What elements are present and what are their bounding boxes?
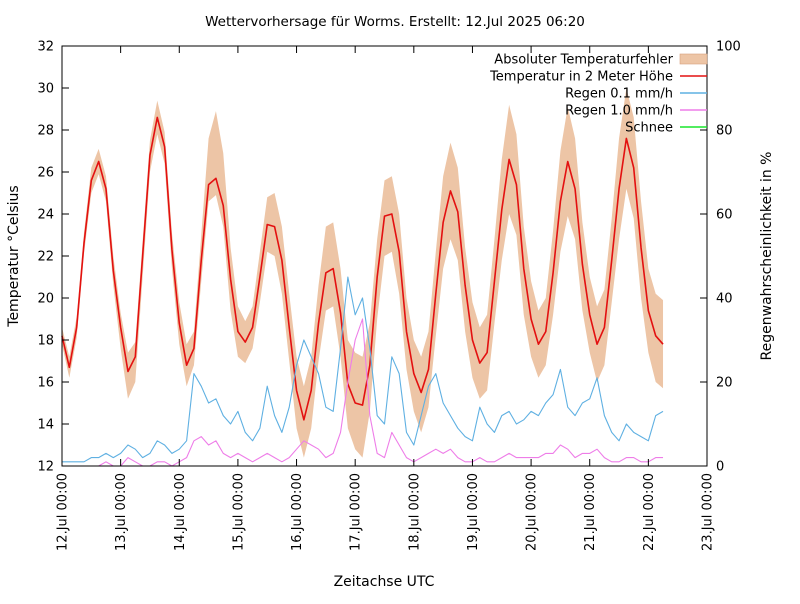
legend-label: Regen 0.1 mm/h xyxy=(565,87,673,102)
series-layer xyxy=(61,88,664,467)
legend-item-regen-1-0-mm-h: Regen 1.0 mm/h xyxy=(565,104,707,119)
y-right-tick-label: 100 xyxy=(716,40,741,55)
series-regen-1-0-mm-h xyxy=(62,318,664,467)
y-left-tick-label: 12 xyxy=(37,460,54,475)
x-tick-label: 15.Jul 00:00 xyxy=(231,473,246,551)
y-left-tick-label: 32 xyxy=(37,40,54,55)
x-tick-label: 12.Jul 00:00 xyxy=(56,473,71,551)
x-tick-label: 14.Jul 00:00 xyxy=(173,473,188,551)
x-axis-label: Zeitachse UTC xyxy=(334,574,435,590)
y-left-tick-label: 28 xyxy=(37,124,54,139)
series-temperatur-in-2-meter-h-he xyxy=(61,116,664,421)
x-tick-label: 17.Jul 00:00 xyxy=(349,473,364,551)
y-left-tick-label: 14 xyxy=(37,418,54,433)
y-right-tick-label: 0 xyxy=(716,460,724,475)
x-tick-label: 20.Jul 00:00 xyxy=(525,473,540,551)
legend-item-schnee: Schnee xyxy=(625,121,707,136)
legend-item-regen-0-1-mm-h: Regen 0.1 mm/h xyxy=(565,87,707,102)
y-left-axis-label: Temperatur °Celsius xyxy=(6,185,22,327)
legend-label: Temperatur in 2 Meter Höhe xyxy=(489,70,673,85)
axes-layer: 12 14 16 18 20 22 24 26 28 30 32 0 20 40 60 80 100 12.Jul… xyxy=(37,40,740,551)
series-regen-0-1-mm-h xyxy=(62,276,664,463)
legend-label: Schnee xyxy=(625,121,673,136)
y-right-tick-label: 40 xyxy=(716,292,733,307)
y-left-tick-label: 20 xyxy=(37,292,54,307)
y-right-tick-label: 20 xyxy=(716,376,733,391)
x-tick-label: 16.Jul 00:00 xyxy=(290,473,305,551)
legend-label: Absoluter Temperaturfehler xyxy=(494,53,673,68)
chart-title: Wettervorhersage für Worms. Erstellt: 12… xyxy=(205,14,585,30)
x-tick-label: 23.Jul 00:00 xyxy=(701,473,716,551)
y-left-tick-label: 16 xyxy=(37,376,54,391)
x-tick-label: 19.Jul 00:00 xyxy=(466,473,481,551)
y-left-tick-label: 24 xyxy=(37,208,54,223)
y-left-tick-label: 26 xyxy=(37,166,54,181)
y-right-tick-label: 80 xyxy=(716,124,733,139)
legend: Absoluter Temperaturfehler Temperatur in … xyxy=(489,53,708,136)
y-right-tick-label: 60 xyxy=(716,208,733,223)
x-tick-label: 13.Jul 00:00 xyxy=(114,473,129,551)
y-left-tick-label: 22 xyxy=(37,250,54,265)
legend-label: Regen 1.0 mm/h xyxy=(565,104,673,119)
legend-band-swatch xyxy=(679,53,708,65)
x-tick-label: 22.Jul 00:00 xyxy=(642,473,657,551)
x-tick-label: 21.Jul 00:00 xyxy=(583,473,598,551)
legend-item-absoluter-temperaturfehler: Absoluter Temperaturfehler xyxy=(494,53,708,68)
legend-item-temperatur-in-2-meter-h-he: Temperatur in 2 Meter Höhe xyxy=(489,70,707,85)
y-left-tick-label: 30 xyxy=(37,82,54,97)
y-left-tick-label: 18 xyxy=(37,334,54,349)
y-right-axis-label: Regenwahrscheinlichkeit in % xyxy=(759,152,775,361)
x-tick-label: 18.Jul 00:00 xyxy=(407,473,422,551)
